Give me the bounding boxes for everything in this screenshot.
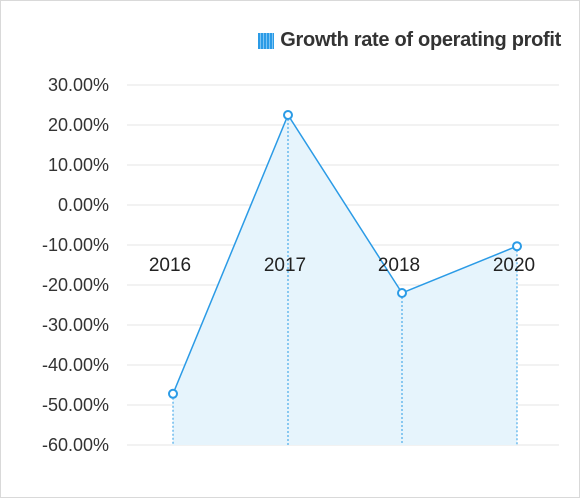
markers-layer — [168, 110, 522, 399]
line-layer — [172, 113, 518, 395]
y-tick-label: -10.00% — [42, 235, 109, 255]
y-tick-label: -60.00% — [42, 435, 109, 455]
data-point — [168, 388, 178, 399]
y-tick-label: 0.00% — [58, 195, 109, 215]
y-tick-label: 20.00% — [48, 115, 109, 135]
drop-lines-layer — [172, 115, 518, 445]
data-point — [283, 110, 293, 120]
y-tick-label: -40.00% — [42, 355, 109, 375]
y-tick-label: -50.00% — [42, 395, 109, 415]
y-axis-ticks: 30.00% 20.00% 10.00% 0.00% -10.00% -20.00% -30… — [42, 75, 109, 455]
x-tick-label: 2018 — [378, 255, 420, 276]
legend: Growth rate of operating profit — [258, 29, 561, 52]
y-tick-label: 10.00% — [48, 155, 109, 175]
x-axis-ticks: 2016 2017 2018 2020 — [149, 255, 535, 276]
y-tick-label: -30.00% — [42, 315, 109, 335]
data-point — [512, 241, 522, 252]
series-line — [172, 113, 518, 395]
y-tick-label: -20.00% — [42, 275, 109, 295]
y-tick-label: 30.00% — [48, 75, 109, 95]
x-tick-label: 2020 — [493, 255, 535, 276]
x-tick-label: 2017 — [264, 255, 306, 276]
legend-label: Growth rate of operating profit — [280, 29, 561, 51]
series-area — [173, 115, 517, 445]
data-point — [397, 288, 407, 298]
area-layer — [173, 115, 517, 445]
legend-swatch — [258, 32, 275, 49]
x-tick-label: 2016 — [149, 255, 191, 276]
